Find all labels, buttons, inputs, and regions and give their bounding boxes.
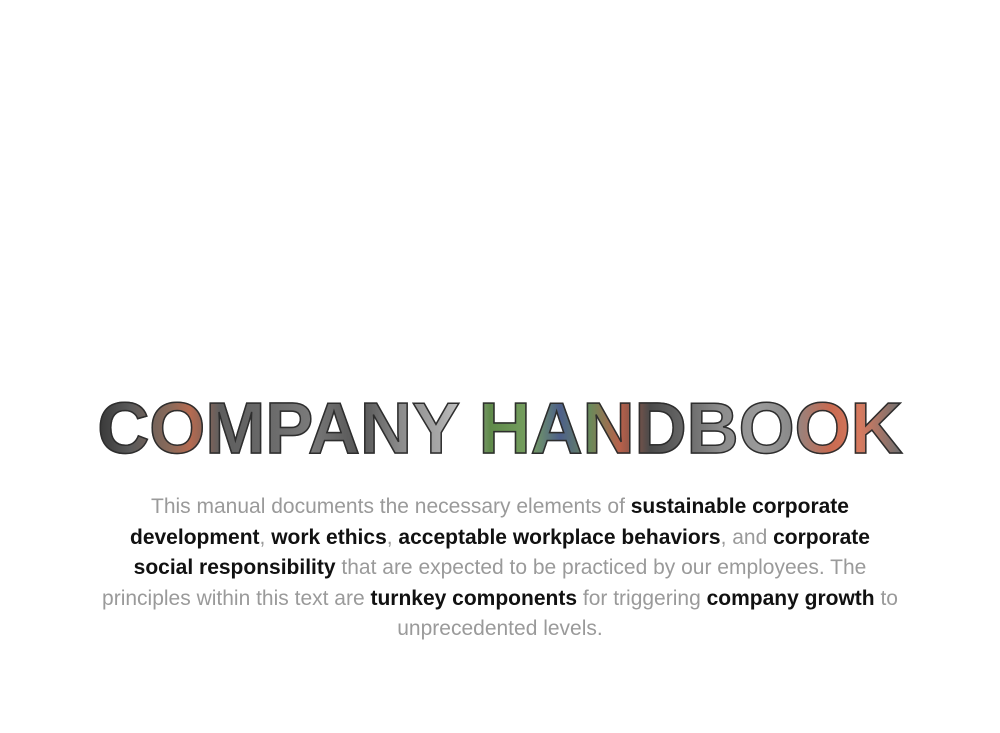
intro-text-4: for triggering [577, 586, 707, 610]
intro-emphasis-6: company growth [706, 586, 875, 610]
intro-emphasis-1: sustainable corporate development [130, 495, 849, 549]
intro-text-2: , and [720, 525, 774, 549]
intro-text-3: that are expected to be practiced by our… [102, 556, 867, 610]
intro-emphasis-3: acceptable workplace behaviors [398, 525, 721, 549]
intro-punct-2: , [386, 525, 399, 549]
page-title: COMPANY HANDBOOK [0, 388, 1000, 470]
intro-text-1: This manual documents the necessary elem… [151, 495, 631, 518]
intro-punct-1: , [259, 525, 272, 549]
intro-paragraph: This manual documents the necessary elem… [100, 492, 900, 645]
intro-emphasis-4: corporate social responsibility [133, 525, 870, 580]
intro-emphasis-5: turnkey components [370, 586, 578, 610]
intro-text-5: to unprecedented levels. [397, 586, 898, 641]
intro-emphasis-2: work ethics [271, 525, 387, 549]
